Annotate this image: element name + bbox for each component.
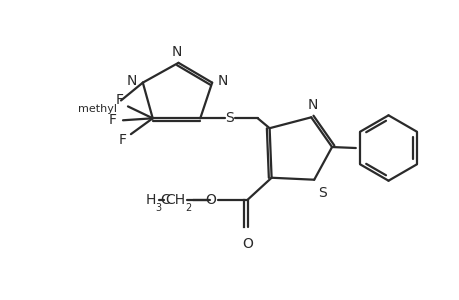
Text: O: O (205, 193, 216, 206)
Text: N: N (126, 74, 137, 88)
Text: F: F (116, 94, 124, 107)
Text: O: O (242, 237, 253, 251)
Text: N: N (218, 74, 228, 88)
Text: S: S (318, 186, 326, 200)
Text: 2: 2 (185, 202, 191, 212)
Text: F: F (119, 133, 127, 147)
Text: H: H (145, 193, 155, 206)
Text: methyl: methyl (78, 104, 117, 114)
Text: 3: 3 (155, 202, 162, 212)
Text: N: N (308, 98, 318, 112)
Text: S: S (225, 111, 234, 125)
Text: N: N (171, 45, 181, 59)
Text: CH: CH (165, 193, 185, 206)
Text: F: F (109, 113, 117, 127)
Text: C: C (160, 193, 170, 206)
